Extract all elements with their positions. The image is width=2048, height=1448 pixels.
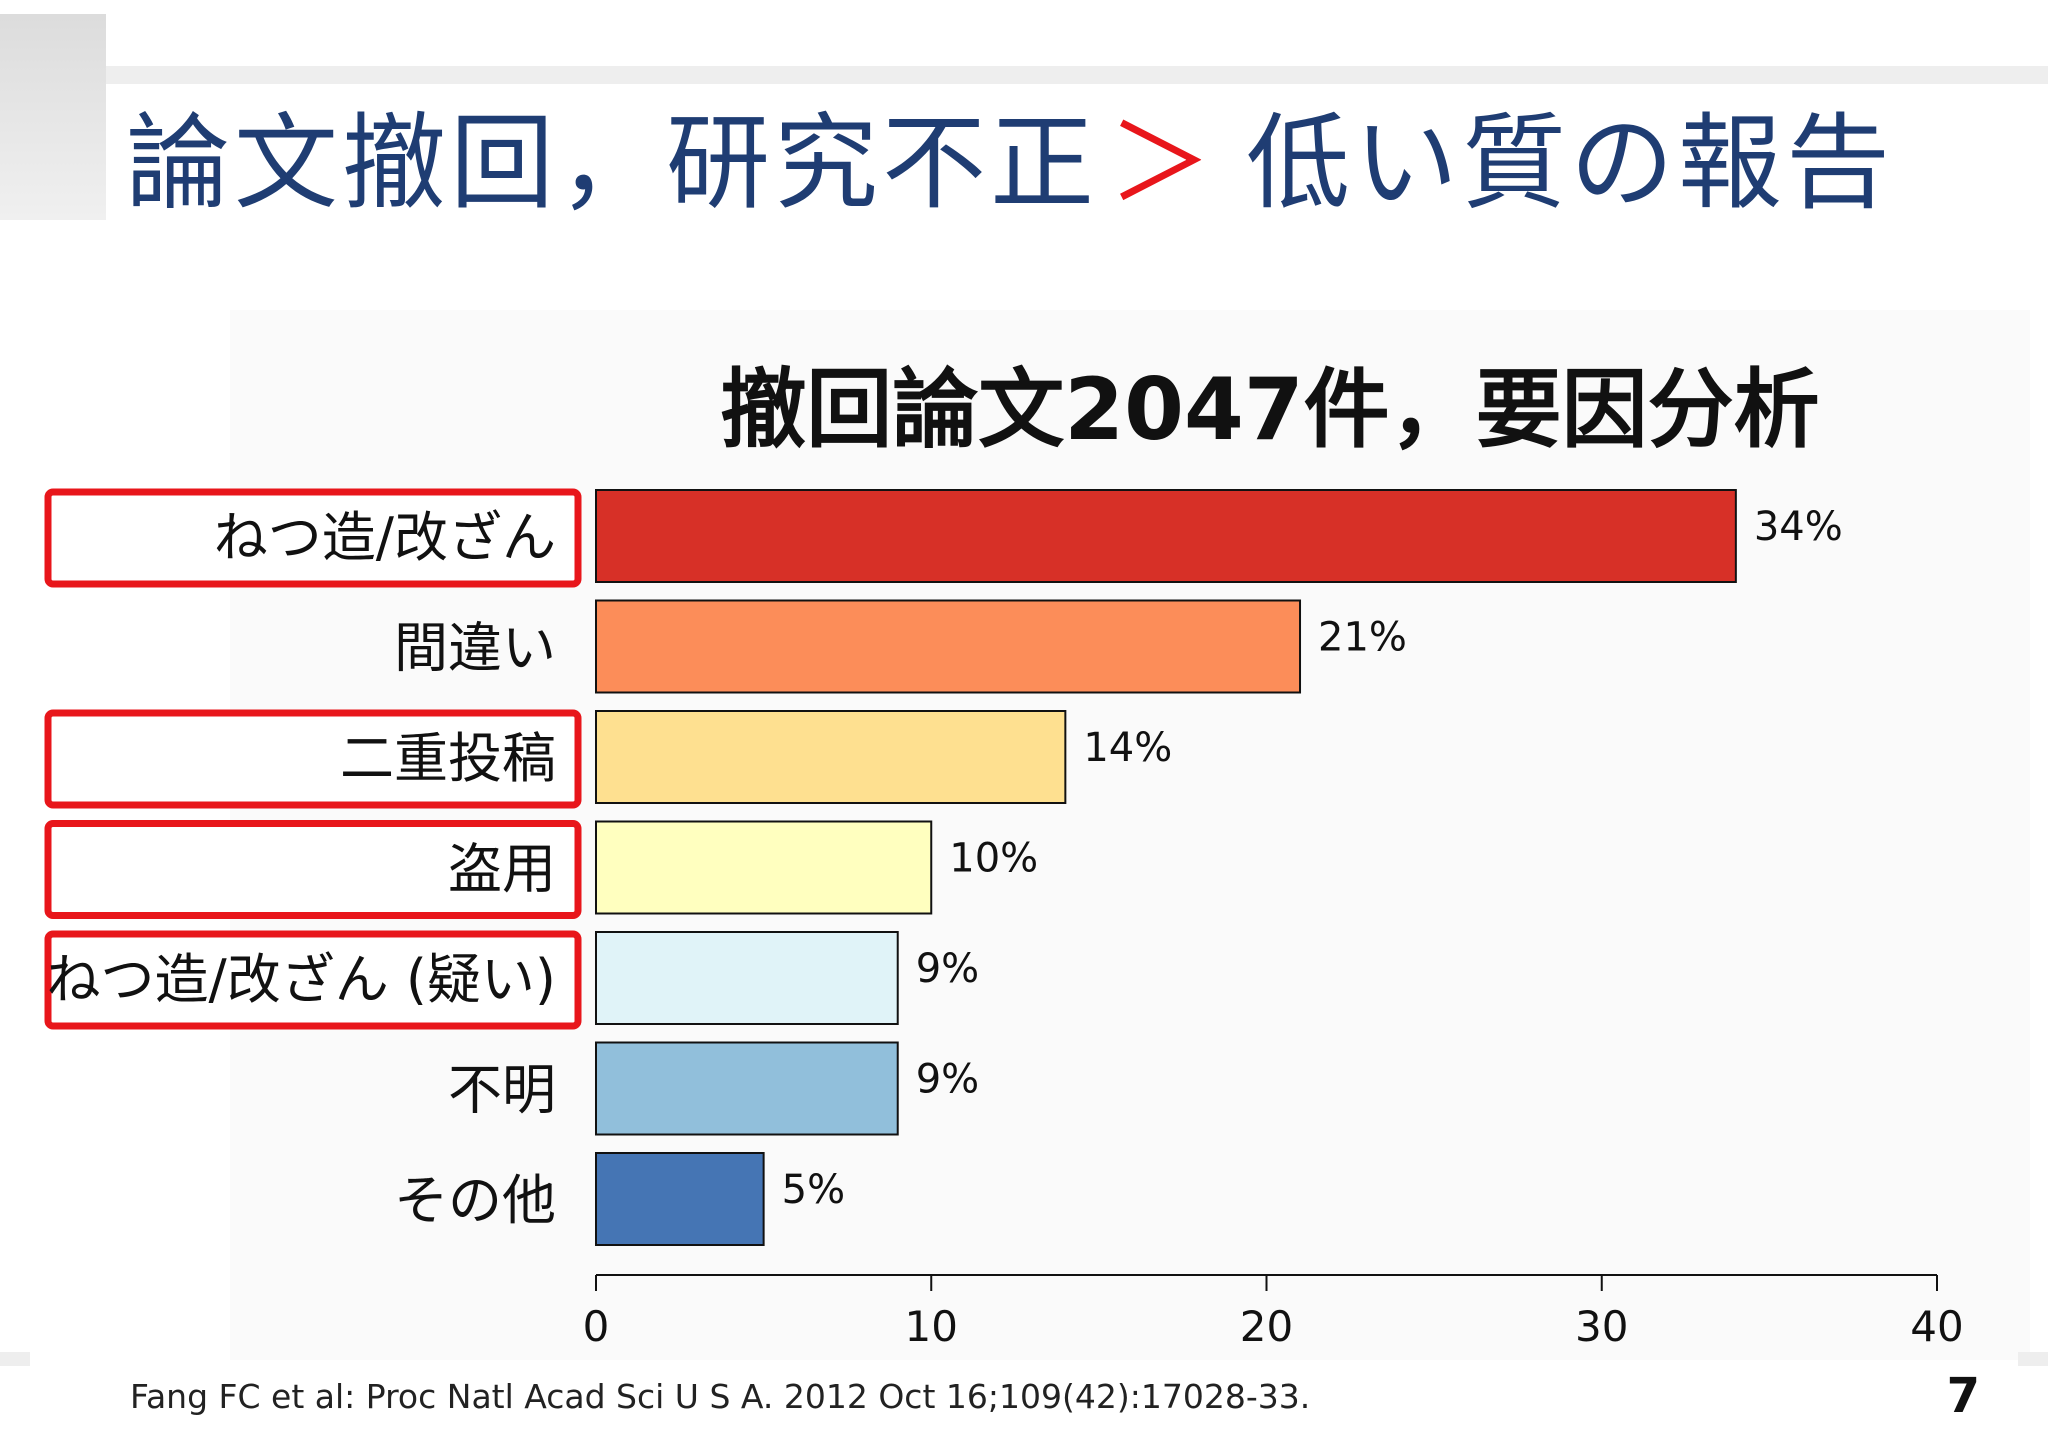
bar bbox=[595, 489, 1737, 583]
footer-band-right bbox=[2018, 1352, 2048, 1366]
highlight-box bbox=[44, 820, 582, 919]
footer-band-left bbox=[0, 1352, 30, 1366]
title-rest: 低い質の報告 bbox=[1246, 102, 1895, 224]
category-label: ねつ造/改ざん bbox=[214, 506, 556, 569]
value-label: 9% bbox=[916, 1057, 979, 1103]
bar bbox=[595, 710, 1067, 804]
value-label: 10% bbox=[949, 836, 1038, 882]
corner-decoration bbox=[0, 14, 106, 220]
bar bbox=[595, 820, 933, 915]
x-tick-label: 20 bbox=[1240, 1302, 1293, 1351]
category-label: 盗用 bbox=[448, 838, 556, 901]
category-label: 間違い bbox=[394, 617, 556, 680]
bar bbox=[595, 931, 899, 1025]
x-tick-label: 10 bbox=[905, 1302, 958, 1351]
title-separator: ＞ bbox=[1108, 102, 1217, 224]
header-band bbox=[106, 66, 2048, 84]
citation: Fang FC et al: Proc Natl Acad Sci U S A.… bbox=[130, 1377, 1311, 1416]
highlight-box bbox=[44, 488, 582, 588]
x-tick-label: 30 bbox=[1575, 1302, 1628, 1351]
x-tick-label: 0 bbox=[583, 1302, 610, 1351]
category-label: 二重投稿 bbox=[340, 727, 556, 790]
value-label: 14% bbox=[1083, 725, 1172, 771]
category-label: 不明 bbox=[448, 1059, 556, 1122]
value-label: 9% bbox=[916, 946, 979, 992]
value-label: 21% bbox=[1318, 615, 1407, 661]
category-label: その他 bbox=[394, 1169, 556, 1232]
slide-title: 論文撤回，研究不正＞ 低い質の報告 bbox=[126, 88, 1894, 238]
highlight-box bbox=[44, 709, 582, 809]
value-label: 5% bbox=[782, 1167, 845, 1213]
highlight-box bbox=[44, 930, 582, 1030]
value-label: 34% bbox=[1754, 504, 1843, 550]
category-label: ねつ造/改ざん (疑い) bbox=[47, 948, 557, 1011]
page-number: 7 bbox=[1946, 1368, 1980, 1424]
bar bbox=[595, 599, 1302, 694]
chart-title: 撤回論文2047件，要因分析 bbox=[720, 360, 1820, 460]
title-main: 論文撤回，研究不正 bbox=[126, 102, 1099, 224]
bar bbox=[595, 1041, 899, 1136]
x-tick-label: 40 bbox=[1910, 1302, 1963, 1351]
bar bbox=[595, 1152, 765, 1246]
